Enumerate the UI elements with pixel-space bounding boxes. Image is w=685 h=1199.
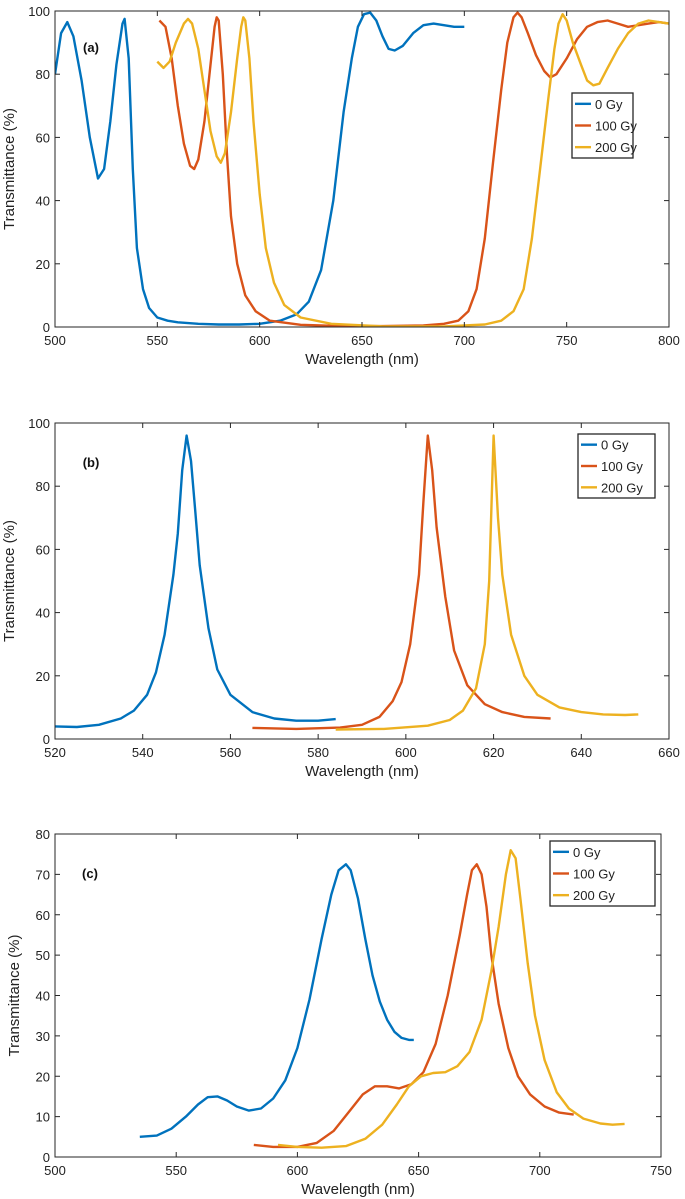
x-tick-label: 620 (483, 745, 505, 760)
y-tick-label: 40 (36, 606, 50, 621)
x-tick-label: 800 (658, 333, 680, 348)
x-tick-label: 700 (453, 333, 475, 348)
legend: 0 Gy 100 Gy 200 Gy (549, 840, 656, 907)
y-tick-label: 20 (36, 257, 50, 272)
plot-frame (54, 422, 670, 740)
series-line-0-gy (55, 434, 336, 729)
series-line-100-gy (252, 434, 551, 731)
legend-label: 0 Gy (595, 97, 623, 112)
y-tick-label: 100 (28, 4, 50, 19)
x-axis-label: Wavelength (nm) (301, 1181, 415, 1198)
y-tick-label: 0 (43, 1150, 50, 1165)
y-tick-label: 80 (36, 479, 50, 494)
x-tick-label: 500 (44, 1163, 66, 1178)
legend-label: 200 Gy (573, 888, 615, 903)
x-tick-label: 540 (132, 745, 154, 760)
series-line-0-gy (139, 863, 414, 1138)
y-tick-label: 40 (36, 194, 50, 209)
chart-panel-2: 520 540 560 580 600 620 640 660 0 20 40 60 80 100 Wave… (1, 416, 680, 780)
y-tick-label: 80 (36, 827, 50, 842)
chart-panel-3: 500 550 600 650 700 750 0 10 20 30 40 50 60 70 80 Wavel… (6, 827, 672, 1198)
y-tick-label: 80 (36, 67, 50, 82)
y-tick-label: 50 (36, 948, 50, 963)
chart-panel-1: 500 550 600 650 700 750 800 0 20 40 60 80 100 Wavelen… (1, 4, 680, 368)
panel-label: (b) (83, 455, 100, 470)
legend-label: 0 Gy (573, 845, 601, 860)
x-tick-label: 600 (249, 333, 271, 348)
x-tick-label: 650 (408, 1163, 430, 1178)
x-axis-label: Wavelength (nm) (305, 351, 419, 368)
legend: 0 Gy 100 Gy 200 Gy (571, 92, 637, 159)
panel-label: (c) (82, 866, 98, 881)
plot-frame (54, 10, 670, 328)
y-tick-label: 60 (36, 130, 50, 145)
series-line-0-gy (55, 11, 465, 326)
x-tick-label: 660 (658, 745, 680, 760)
x-tick-label: 650 (351, 333, 373, 348)
x-tick-label: 750 (650, 1163, 672, 1178)
y-tick-label: 20 (36, 669, 50, 684)
x-axis-label: Wavelength (nm) (305, 763, 419, 780)
x-tick-label: 520 (44, 745, 66, 760)
y-tick-label: 60 (36, 908, 50, 923)
series-line-100-gy (158, 11, 669, 327)
x-tick-label: 550 (146, 333, 168, 348)
legend: 0 Gy 100 Gy 200 Gy (577, 433, 656, 499)
y-tick-label: 100 (28, 416, 50, 431)
x-tick-label: 550 (165, 1163, 187, 1178)
y-tick-label: 10 (36, 1110, 50, 1125)
x-tick-label: 580 (307, 745, 329, 760)
y-axis-label: Transmittance (%) (6, 935, 23, 1057)
legend-label: 0 Gy (601, 438, 629, 453)
x-tick-label: 560 (220, 745, 242, 760)
y-tick-label: 60 (36, 542, 50, 557)
series-line-200-gy (156, 13, 669, 327)
series-line-200-gy (335, 434, 639, 731)
y-tick-label: 20 (36, 1069, 50, 1084)
legend-label: 100 Gy (573, 867, 615, 882)
x-tick-label: 600 (287, 1163, 309, 1178)
legend-label: 200 Gy (595, 140, 637, 155)
series-line-100-gy (253, 863, 574, 1149)
y-axis-label: Transmittance (%) (1, 108, 18, 230)
legend-label: 100 Gy (601, 459, 643, 474)
panel-label: (a) (83, 40, 99, 55)
series-line-200-gy (277, 849, 625, 1149)
y-tick-label: 0 (43, 320, 50, 335)
y-tick-label: 70 (36, 867, 50, 882)
y-tick-label: 40 (36, 989, 50, 1004)
x-tick-label: 600 (395, 745, 417, 760)
y-tick-label: 30 (36, 1029, 50, 1044)
y-axis-label: Transmittance (%) (1, 520, 18, 642)
x-tick-label: 700 (529, 1163, 551, 1178)
x-tick-label: 500 (44, 333, 66, 348)
y-tick-label: 0 (43, 732, 50, 747)
legend-label: 100 Gy (595, 119, 637, 134)
legend-label: 200 Gy (601, 480, 643, 495)
x-tick-label: 640 (570, 745, 592, 760)
x-tick-label: 750 (556, 333, 578, 348)
